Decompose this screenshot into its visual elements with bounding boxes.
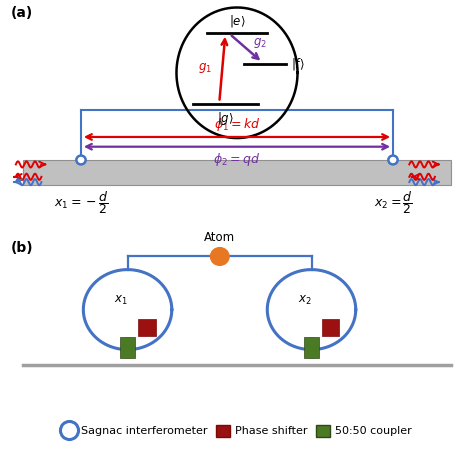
Text: (b): (b) [11,241,34,255]
Text: $\phi_1 = kd$: $\phi_1 = kd$ [214,115,260,133]
Text: $\phi_2 = qd$: $\phi_2 = qd$ [213,151,261,168]
Bar [322,319,339,336]
Legend: Sagnac interferometer, Phase shifter, 50:50 coupler: Sagnac interferometer, Phase shifter, 50… [57,420,417,441]
Text: $|g\rangle$: $|g\rangle$ [218,110,234,127]
Text: $g_1$: $g_1$ [199,61,212,75]
Text: Atom: Atom [204,231,235,244]
Text: $x_2$: $x_2$ [298,294,311,307]
Text: $|e\rangle$: $|e\rangle$ [228,13,246,29]
Circle shape [210,248,229,265]
Circle shape [388,156,398,165]
Bar [138,319,155,336]
Text: $g_2$: $g_2$ [253,36,267,50]
Text: (a): (a) [11,6,33,20]
Bar [23,160,451,184]
Text: $x_2 = \dfrac{d}{2}$: $x_2 = \dfrac{d}{2}$ [374,189,412,216]
Bar [120,337,135,358]
Text: $x_1 = -\dfrac{d}{2}$: $x_1 = -\dfrac{d}{2}$ [54,189,108,216]
Bar [304,337,319,358]
Circle shape [76,156,86,165]
Text: $|f\rangle$: $|f\rangle$ [291,56,304,72]
Text: $x_1$: $x_1$ [114,294,128,307]
